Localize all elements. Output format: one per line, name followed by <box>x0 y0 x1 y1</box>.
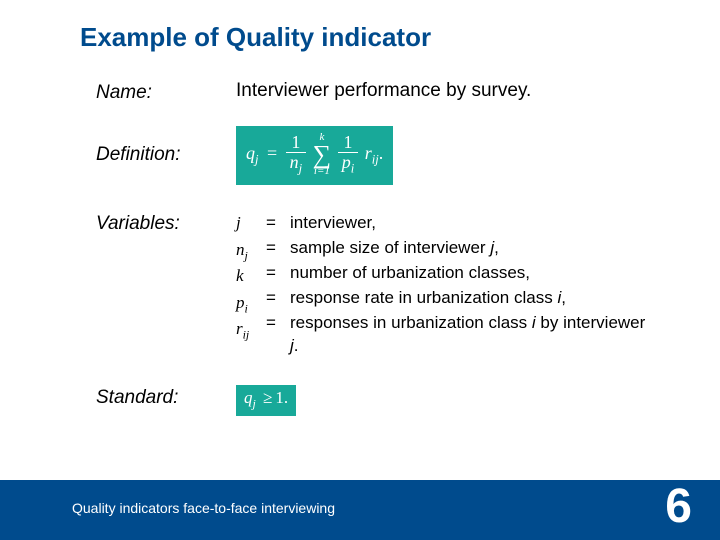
var-desc-1-mid: , <box>494 238 499 257</box>
value-definition: qj = 1 nj k ∑ i=1 1 pi rij. <box>236 126 656 185</box>
std-period: . <box>284 388 288 407</box>
var-sym-4: r <box>236 319 243 338</box>
formula-frac2-den: pi <box>338 153 359 176</box>
row-standard: Standard: qj ≥1. <box>96 385 656 416</box>
var-desc: responses in urbanization class i by int… <box>290 311 656 359</box>
row-variables: Variables: j nj k pi rij = = = = <box>96 211 656 359</box>
std-base: q <box>244 388 253 407</box>
var-desc-1-pre: sample size of interviewer <box>290 238 490 257</box>
variables-symbols-col: j nj k pi rij <box>236 211 266 359</box>
std-sub: j <box>253 396 256 410</box>
formula-frac1-den-sub: j <box>299 162 303 176</box>
formula-tail-base: r <box>365 143 372 163</box>
page-number: 6 <box>665 479 692 534</box>
var-desc-0-pre: interviewer, <box>290 213 376 232</box>
var-desc-3-mid: , <box>561 288 566 307</box>
formula-frac1-den: nj <box>286 153 307 176</box>
var-sym: nj <box>236 238 266 264</box>
formula-frac2-den-base: p <box>342 152 351 172</box>
formula-frac1-num: 1 <box>286 133 307 154</box>
content-area: Name: Interviewer performance by survey.… <box>96 80 656 438</box>
var-sym: rij <box>236 317 266 343</box>
formula-lhs-sub: j <box>255 152 259 166</box>
formula-frac2: 1 pi <box>338 133 359 177</box>
formula-frac2-num: 1 <box>338 133 359 154</box>
formula-frac2-den-sub: i <box>351 162 355 176</box>
var-sym: j <box>236 211 266 237</box>
var-sym-2: k <box>236 266 244 285</box>
var-desc: number of urbanization classes, <box>290 261 656 286</box>
formula-sum-lower: i=1 <box>313 166 332 177</box>
slide: Example of Quality indicator Name: Inter… <box>0 0 720 540</box>
value-variables: j nj k pi rij = = = = = interviewer, <box>236 211 656 359</box>
var-eq: = <box>266 286 290 311</box>
var-eq: = <box>266 261 290 286</box>
standard-formula: qj ≥1. <box>236 385 296 416</box>
label-definition: Definition: <box>96 126 236 166</box>
variables-table: j nj k pi rij = = = = = interviewer, <box>236 211 656 359</box>
var-desc-4-pre: responses in urbanization class <box>290 313 532 332</box>
formula-frac1: 1 nj <box>286 133 307 177</box>
var-desc-3-pre: response rate in urbanization class <box>290 288 557 307</box>
var-sym: pi <box>236 291 266 317</box>
formula-lhs-base: q <box>246 143 255 163</box>
var-desc-4-mid: by interviewer <box>536 313 646 332</box>
row-definition: Definition: qj = 1 nj k ∑ i=1 1 <box>96 126 656 185</box>
label-standard: Standard: <box>96 385 236 409</box>
footer-text: Quality indicators face-to-face intervie… <box>72 500 335 516</box>
formula-frac1-den-base: n <box>290 152 299 172</box>
formula-sum: k ∑ i=1 <box>313 132 332 177</box>
formula-sum-lower-val: 1 <box>324 165 330 177</box>
formula-eq: = <box>267 143 277 163</box>
var-sym: k <box>236 264 266 290</box>
slide-title: Example of Quality indicator <box>80 22 431 53</box>
definition-formula: qj = 1 nj k ∑ i=1 1 pi rij. <box>236 126 393 185</box>
variables-eq-col: = = = = = <box>266 211 290 359</box>
var-sub-3: i <box>245 301 248 315</box>
var-sub-4: ij <box>243 328 250 342</box>
var-sym-0: j <box>236 213 241 232</box>
std-rel: ≥ <box>263 388 272 407</box>
var-desc-4-tail: . <box>294 336 299 355</box>
var-desc: sample size of interviewer j, <box>290 236 656 261</box>
value-name: Interviewer performance by survey. <box>236 80 656 102</box>
var-desc-2-pre: number of urbanization classes, <box>290 263 530 282</box>
var-eq: = <box>266 311 290 336</box>
formula-period: . <box>379 143 384 163</box>
var-desc: interviewer, <box>290 211 656 236</box>
var-desc: response rate in urbanization class i, <box>290 286 656 311</box>
var-eq: = <box>266 236 290 261</box>
sigma-icon: ∑ <box>313 143 332 166</box>
formula-tail-sub: ij <box>372 152 379 166</box>
std-rhs: 1 <box>275 388 284 407</box>
row-name: Name: Interviewer performance by survey. <box>96 80 656 104</box>
var-eq: = <box>266 211 290 236</box>
var-sym-3: p <box>236 293 245 312</box>
label-name: Name: <box>96 80 236 104</box>
var-sym-1: n <box>236 240 245 259</box>
label-variables: Variables: <box>96 211 236 235</box>
value-standard: qj ≥1. <box>236 385 656 416</box>
variables-desc-col: interviewer, sample size of interviewer … <box>290 211 656 359</box>
var-sub-1: j <box>245 248 248 262</box>
